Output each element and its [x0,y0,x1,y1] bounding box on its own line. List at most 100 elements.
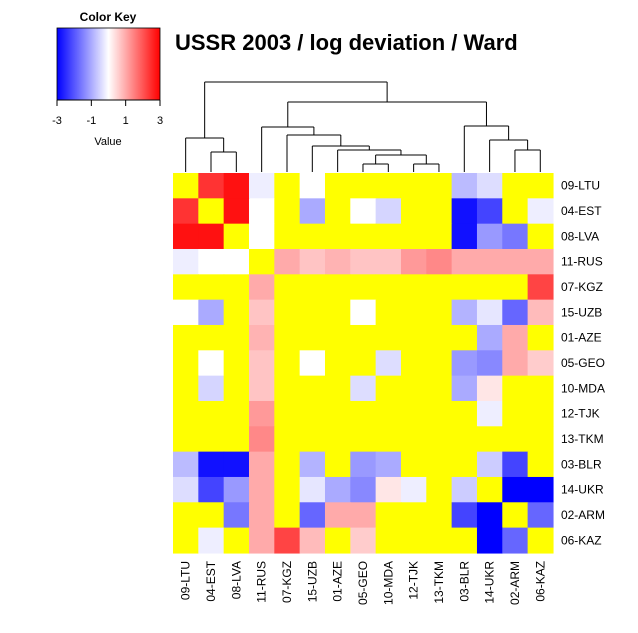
heatmap-cell [299,451,326,478]
heatmap-cell [274,426,301,453]
heatmap-cell [502,426,529,453]
heatmap-cell [527,324,554,351]
heatmap-cell [223,451,250,478]
heatmap-cell [274,502,301,529]
heatmap-cell [451,324,478,351]
heatmap-cell [299,198,326,225]
heatmap-cell [274,476,301,503]
heatmap-cell [248,426,275,453]
heatmap-cell [476,173,503,199]
heatmap-cell [299,248,326,275]
heatmap-cell [324,451,351,478]
heatmap-cell [198,451,225,478]
heatmap-cell [324,476,351,503]
row-label: 02-ARM [561,508,605,522]
color-key-tick-label: 1 [123,115,129,127]
row-label: 13-TKM [561,432,604,446]
heatmap-cell [223,274,250,301]
heatmap-cell [476,476,503,503]
heatmap-cell [248,324,275,351]
heatmap-cell [299,476,326,503]
heatmap-cell [274,375,301,402]
row-label: 01-AZE [561,331,602,345]
heatmap-cell [426,476,453,503]
heatmap-cell [451,527,478,554]
row-label: 04-EST [561,204,602,218]
heatmap-cell [476,375,503,402]
heatmap-cell [324,274,351,301]
heatmap-cell [350,299,377,326]
heatmap-cell [502,299,529,326]
heatmap-cell [451,502,478,529]
heatmap-cell [324,299,351,326]
heatmap-cell [173,274,199,301]
heatmap-cell [223,502,250,529]
heatmap-cell [400,173,427,199]
heatmap-cell [350,324,377,351]
heatmap-cell [375,173,402,199]
heatmap-cell [198,324,225,351]
heatmap-cell [502,350,529,377]
heatmap-cell [502,248,529,275]
heatmap-cell [375,375,402,402]
heatmap-cell [198,299,225,326]
heatmap-cell [350,400,377,427]
heatmap-cell [350,375,377,402]
heatmap-cell [476,248,503,275]
heatmap-cell [426,248,453,275]
column-label: 13-TKM [432,561,446,604]
heatmap-cell [451,350,478,377]
heatmap-cell [198,173,225,199]
heatmap-cell [426,274,453,301]
heatmap-cell [426,375,453,402]
heatmap-cell [426,299,453,326]
heatmap-cell [350,476,377,503]
heatmap-cell [299,324,326,351]
heatmap-cell [451,248,478,275]
heatmap-cell [400,350,427,377]
heatmap-cell [426,324,453,351]
column-dendrogram [185,81,541,172]
heatmap-cell [173,324,199,351]
heatmap-cell [451,400,478,427]
heatmap-cell [324,350,351,377]
row-labels: 09-LTU 04-EST 08-LVA 11-RUS 07-KGZ 15-UZB 01-A… [561,179,605,548]
heatmap-cell [426,223,453,250]
color-key: Color Key -3 -1 1 3 Value [52,10,163,148]
heatmap-cell [527,274,554,301]
heatmap-cell [173,248,199,275]
heatmap-cell [527,223,554,250]
heatmap-cell [198,400,225,427]
heatmap-cell [173,400,199,427]
heatmap-cell [274,223,301,250]
heatmap-cell [198,198,225,225]
heatmap-cell [248,400,275,427]
heatmap-cell [299,274,326,301]
heatmap-cell [375,350,402,377]
heatmap-cell [248,198,275,225]
heatmap-cell [173,198,199,225]
column-label: 09-LTU [179,561,193,600]
heatmap-cell [324,173,351,199]
heatmap-cell [476,223,503,250]
heatmap-cell [400,274,427,301]
heatmap-cell [476,350,503,377]
heatmap-cell [527,173,554,199]
heatmap-cell [274,198,301,225]
heatmap-cell [400,223,427,250]
heatmap-cell [426,400,453,427]
heatmap-cell [274,173,301,199]
heatmap-cell [274,527,301,554]
heatmap-cell [375,400,402,427]
column-label: 12-TJK [407,561,421,600]
heatmap-cell [223,476,250,503]
heatmap-cell [502,400,529,427]
heatmap-cell [223,248,250,275]
heatmap-cells [173,173,554,554]
heatmap-cell [451,375,478,402]
color-key-xlabel: Value [94,136,121,148]
heatmap-cell [299,375,326,402]
heatmap-cell [299,299,326,326]
heatmap-cell [476,502,503,529]
heatmap-cell [476,274,503,301]
